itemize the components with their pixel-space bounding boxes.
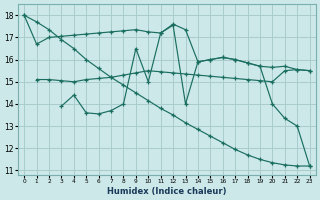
X-axis label: Humidex (Indice chaleur): Humidex (Indice chaleur) [107,187,227,196]
